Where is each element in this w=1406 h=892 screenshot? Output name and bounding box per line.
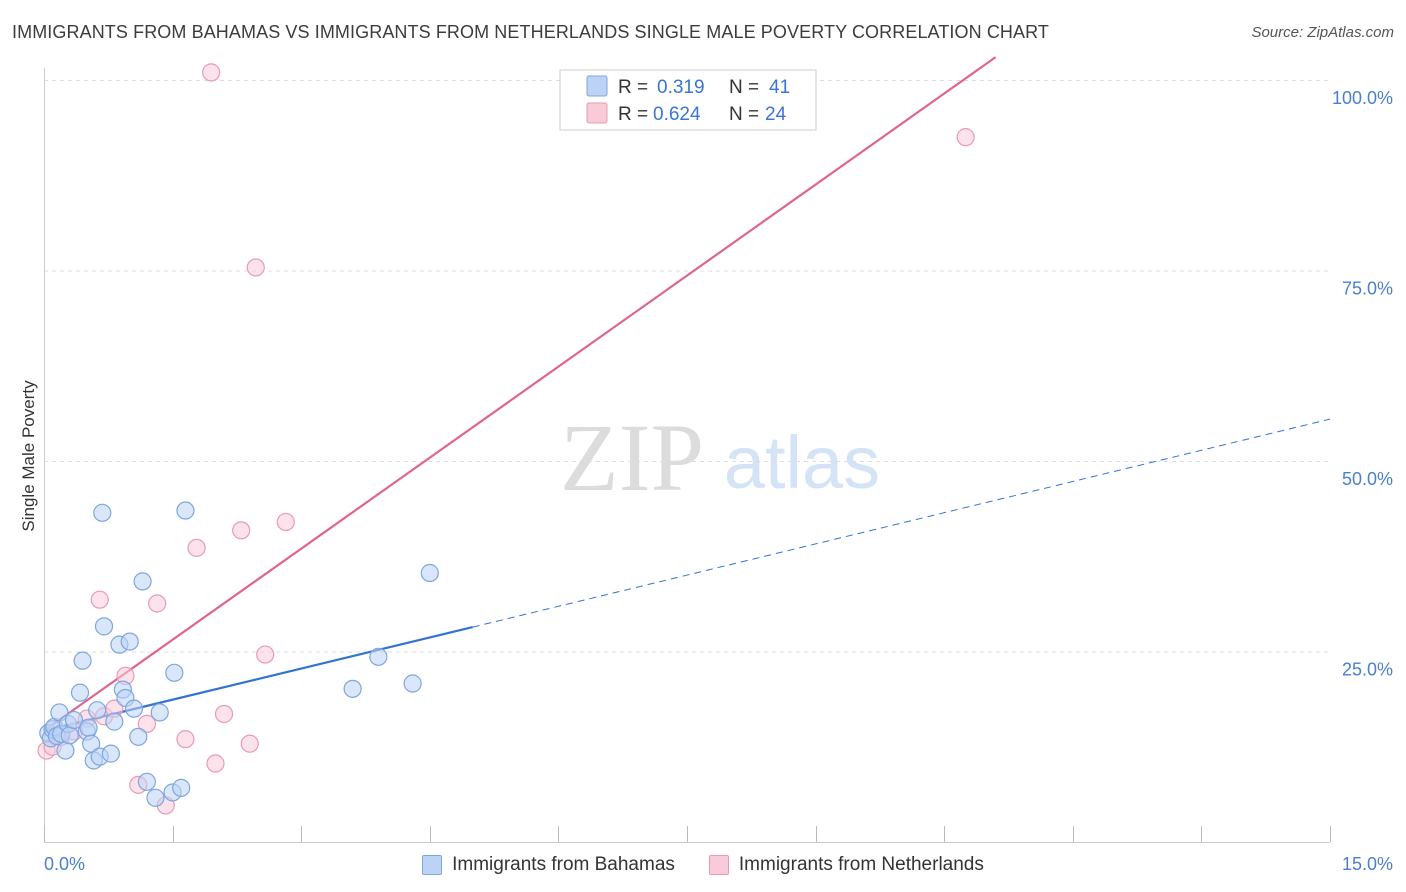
point-bahamas xyxy=(60,726,79,745)
legend-n-value-bahamas: 41 xyxy=(769,77,790,98)
point-netherlands xyxy=(148,594,167,613)
trendline-bahamas-extension xyxy=(472,418,1331,628)
point-bahamas xyxy=(129,727,148,746)
point-bahamas xyxy=(88,701,107,720)
axes xyxy=(44,68,1331,843)
point-bahamas xyxy=(165,663,184,682)
watermark: ZIP atlas xyxy=(560,404,880,511)
stats-legend: R = 0.319 N = 41 R = 0.624 N = 24 xyxy=(559,69,817,131)
point-bahamas xyxy=(93,503,112,522)
point-bahamas xyxy=(73,651,92,670)
point-bahamas xyxy=(172,778,191,797)
point-bahamas xyxy=(343,679,362,698)
legend-item-netherlands: Immigrants from Netherlands xyxy=(708,854,984,876)
legend-n-label-netherlands: N = xyxy=(729,104,759,125)
legend-swatch-bahamas xyxy=(586,75,608,97)
point-netherlands xyxy=(137,714,156,733)
point-netherlands xyxy=(206,754,225,773)
point-netherlands xyxy=(214,704,234,724)
y-tick-labels: 25.0% 50.0% 75.0% 100.0% xyxy=(1332,88,1393,680)
point-netherlands xyxy=(240,734,259,753)
legend-label-netherlands: Immigrants from Netherlands xyxy=(738,854,984,875)
trendline-netherlands xyxy=(43,56,997,732)
x-tick-label-min: 0.0% xyxy=(44,854,85,874)
point-netherlands xyxy=(176,730,195,749)
x-tick-label-max: 15.0% xyxy=(1342,854,1393,874)
legend-r-label-netherlands: R = xyxy=(618,104,648,125)
point-netherlands xyxy=(246,258,265,277)
legend-swatch-bahamas-bottom xyxy=(422,855,443,875)
y-tick-label-75: 75.0% xyxy=(1342,279,1393,299)
y-tick-label-25: 25.0% xyxy=(1342,660,1393,680)
legend-n-value-netherlands: 24 xyxy=(765,104,787,125)
point-bahamas xyxy=(64,710,84,730)
point-netherlands xyxy=(256,645,275,664)
point-netherlands xyxy=(90,590,109,609)
point-bahamas xyxy=(369,647,388,666)
watermark-atlas: atlas xyxy=(724,421,880,504)
legend-item-bahamas: Immigrants from Bahamas xyxy=(422,854,675,876)
watermark-zip: ZIP xyxy=(560,404,704,511)
grid-lines xyxy=(44,80,1330,653)
point-bahamas xyxy=(146,788,165,807)
point-bahamas xyxy=(56,741,75,760)
point-bahamas xyxy=(101,744,120,763)
series-legend: Immigrants from Bahamas Immigrants from … xyxy=(0,852,1406,878)
point-bahamas xyxy=(105,712,124,731)
trend-lines xyxy=(43,56,1331,732)
legend-r-value-netherlands: 0.624 xyxy=(653,104,701,125)
point-bahamas xyxy=(120,632,139,651)
legend-label-bahamas: Immigrants from Bahamas xyxy=(452,854,675,875)
y-tick-label-50: 50.0% xyxy=(1342,469,1393,489)
point-bahamas xyxy=(94,617,114,636)
source-credit: Source: ZipAtlas.com xyxy=(1251,24,1394,41)
point-netherlands xyxy=(202,63,221,82)
legend-n-label-bahamas: N = xyxy=(729,77,759,98)
chart-title: IMMIGRANTS FROM BAHAMAS VS IMMIGRANTS FR… xyxy=(12,22,1050,42)
point-bahamas xyxy=(137,772,156,791)
legend-swatch-netherlands-bottom xyxy=(708,855,729,875)
y-axis-label: Single Male Poverty xyxy=(19,380,38,532)
point-bahamas xyxy=(176,501,195,520)
point-bahamas xyxy=(79,718,98,737)
point-bahamas xyxy=(70,683,90,702)
point-netherlands xyxy=(232,521,251,540)
data-points xyxy=(37,63,975,815)
point-netherlands xyxy=(187,538,206,557)
point-bahamas xyxy=(420,563,439,583)
point-netherlands xyxy=(956,128,975,147)
legend-r-label-bahamas: R = xyxy=(618,77,648,98)
point-bahamas xyxy=(150,703,169,722)
legend-swatch-netherlands xyxy=(586,102,608,124)
point-netherlands xyxy=(276,512,295,532)
legend-r-value-bahamas: 0.319 xyxy=(657,77,705,98)
point-bahamas xyxy=(124,699,144,718)
point-bahamas xyxy=(133,572,152,591)
y-tick-label-100: 100.0% xyxy=(1332,88,1393,108)
point-bahamas xyxy=(403,674,422,693)
